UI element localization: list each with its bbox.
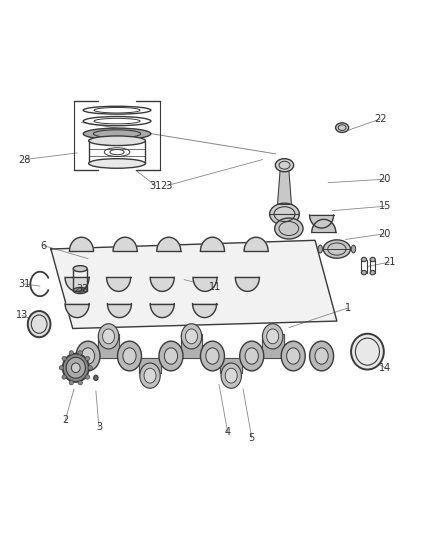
Text: 32: 32 [77,284,89,294]
Polygon shape [70,237,93,251]
Polygon shape [113,237,137,251]
Ellipse shape [275,218,303,239]
Ellipse shape [88,136,145,146]
Text: 3: 3 [96,422,102,432]
Ellipse shape [73,287,87,294]
Ellipse shape [76,341,100,371]
Polygon shape [150,277,174,292]
Ellipse shape [63,353,89,382]
Text: 31: 31 [18,279,31,289]
Polygon shape [65,277,89,292]
Ellipse shape [206,348,219,364]
Ellipse shape [159,341,183,371]
Ellipse shape [28,311,50,337]
Ellipse shape [83,128,151,140]
Ellipse shape [240,341,264,371]
Ellipse shape [59,366,64,370]
Ellipse shape [245,348,258,364]
Ellipse shape [276,159,293,172]
Ellipse shape [351,334,384,369]
Polygon shape [244,237,268,251]
Ellipse shape [310,341,334,371]
Ellipse shape [361,270,367,275]
Polygon shape [235,277,259,292]
Ellipse shape [351,245,356,253]
Polygon shape [98,334,120,358]
Ellipse shape [85,375,90,379]
Ellipse shape [221,363,241,388]
Ellipse shape [78,351,82,355]
Ellipse shape [73,265,87,272]
Polygon shape [278,171,291,205]
Ellipse shape [88,366,92,370]
Ellipse shape [201,341,224,371]
Text: 31: 31 [149,181,162,191]
Ellipse shape [370,257,375,262]
Text: 11: 11 [208,282,221,293]
Ellipse shape [270,203,299,225]
Ellipse shape [144,368,156,383]
Ellipse shape [315,348,328,364]
Ellipse shape [361,257,367,262]
Polygon shape [310,215,334,228]
Ellipse shape [88,159,145,168]
Polygon shape [180,334,202,358]
Text: 4: 4 [225,427,231,438]
Text: 15: 15 [379,201,391,211]
Ellipse shape [71,363,80,373]
Ellipse shape [94,375,98,381]
Ellipse shape [262,324,283,349]
Ellipse shape [286,348,300,364]
Text: 5: 5 [249,433,255,442]
Ellipse shape [181,324,202,349]
Ellipse shape [69,351,74,355]
Ellipse shape [99,324,119,349]
Text: 13: 13 [15,310,28,320]
Polygon shape [107,304,131,318]
Polygon shape [193,277,217,292]
Polygon shape [220,358,242,374]
Polygon shape [106,277,131,292]
Polygon shape [201,237,224,251]
Text: 21: 21 [383,257,396,267]
Ellipse shape [81,348,95,364]
Ellipse shape [85,357,90,361]
Polygon shape [157,237,181,251]
Text: 14: 14 [379,363,391,373]
Polygon shape [65,304,89,318]
Polygon shape [262,334,284,358]
Polygon shape [312,220,336,232]
Ellipse shape [225,368,237,383]
Text: 2: 2 [62,415,68,425]
Ellipse shape [370,270,375,275]
Text: 20: 20 [379,174,391,184]
Ellipse shape [69,381,74,385]
Ellipse shape [78,381,82,385]
Ellipse shape [66,357,85,378]
Ellipse shape [110,149,124,155]
Ellipse shape [323,240,350,258]
Ellipse shape [318,245,322,253]
Ellipse shape [62,357,66,361]
Text: 28: 28 [18,155,31,165]
Text: 6: 6 [40,240,46,251]
Polygon shape [150,304,174,318]
Polygon shape [139,358,161,374]
Ellipse shape [267,329,279,344]
Polygon shape [51,240,337,328]
Ellipse shape [140,363,160,388]
Ellipse shape [336,123,349,133]
Ellipse shape [123,348,136,364]
Text: 22: 22 [374,114,387,124]
Polygon shape [193,304,217,318]
Ellipse shape [117,341,141,371]
Ellipse shape [164,348,177,364]
Ellipse shape [185,329,198,344]
Text: 20: 20 [379,229,391,239]
Text: 1: 1 [345,303,351,313]
Text: 23: 23 [160,181,173,191]
Ellipse shape [62,375,66,379]
Ellipse shape [102,329,115,344]
Ellipse shape [281,341,305,371]
